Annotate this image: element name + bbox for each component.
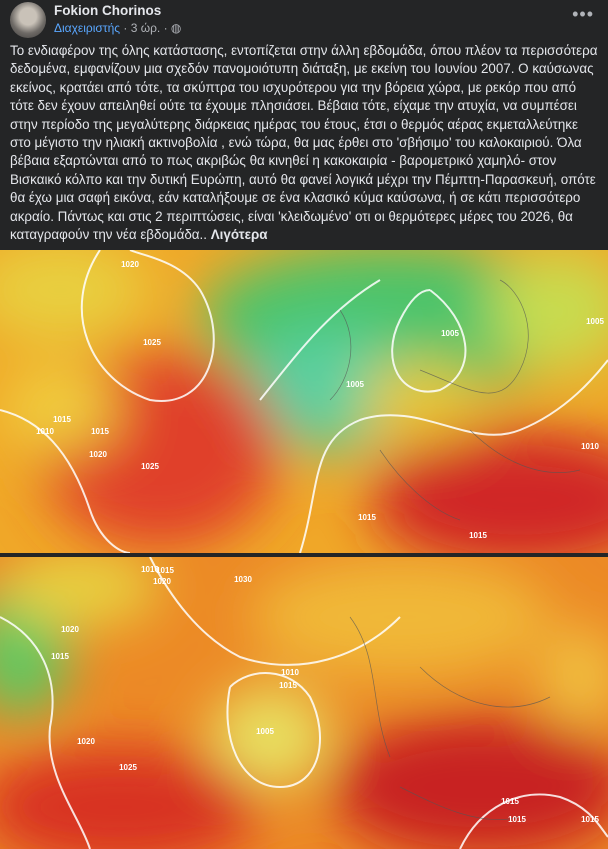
isobar-label: 1005 bbox=[586, 317, 604, 326]
isobar-label: 1010 bbox=[581, 442, 599, 451]
time[interactable]: 3 ώρ. bbox=[130, 21, 161, 35]
isobar-label: 1010 bbox=[141, 565, 159, 574]
isobar-label: 1015 bbox=[501, 797, 519, 806]
role: Διαχειριστής bbox=[54, 21, 121, 35]
isobar-label: 1015 bbox=[508, 815, 526, 824]
isobar-label: 1020 bbox=[77, 737, 95, 746]
isobar-label: 1005 bbox=[346, 380, 364, 389]
isobar-label: 1005 bbox=[441, 329, 459, 338]
isobar-label: 1010 bbox=[281, 668, 299, 677]
isobar-label: 1005 bbox=[256, 727, 274, 736]
isobar-label: 1010 bbox=[36, 427, 54, 436]
isobar-label: 1015 bbox=[51, 652, 69, 661]
isobar-label: 1015 bbox=[279, 681, 297, 690]
isobar-label: 1015 bbox=[156, 566, 174, 575]
map-image[interactable]: 1020 1025 1015 1010 1015 1020 1025 1005 1005 1005… bbox=[0, 250, 608, 553]
avatar[interactable] bbox=[10, 2, 46, 38]
author[interactable]: Fokion Chorinos bbox=[54, 3, 162, 18]
isobar-label: 1015 bbox=[581, 815, 599, 824]
post-text: Το ενδιαφέρον της όλης κατάστασης, εντοπ… bbox=[10, 42, 600, 244]
isobar-label: 1015 bbox=[91, 427, 109, 436]
isobar-label: 1015 bbox=[469, 531, 487, 540]
post-meta: Διαχειριστής · 3 ώρ. · ◍ bbox=[54, 21, 182, 35]
isobar-label: 1020 bbox=[89, 450, 107, 459]
more-menu[interactable]: ••• bbox=[572, 4, 594, 24]
isobar-label: 1020 bbox=[61, 625, 79, 634]
isobar-label: 1020 bbox=[121, 260, 139, 269]
isobar-label: 1025 bbox=[119, 763, 137, 772]
isobar-label: 1025 bbox=[143, 338, 161, 347]
isobar-label: 1015 bbox=[358, 513, 376, 522]
isobar-label: 1025 bbox=[141, 462, 159, 471]
post-body: Το ενδιαφέρον της όλης κατάστασης, εντοπ… bbox=[10, 43, 598, 243]
isobar-label: 1015 bbox=[53, 415, 71, 424]
isobar-label: 1020 bbox=[153, 577, 171, 586]
see-less[interactable]: Λιγότερα bbox=[210, 227, 268, 243]
isobar-label: 1030 bbox=[234, 575, 252, 584]
globe-icon: ◍ bbox=[170, 21, 182, 35]
